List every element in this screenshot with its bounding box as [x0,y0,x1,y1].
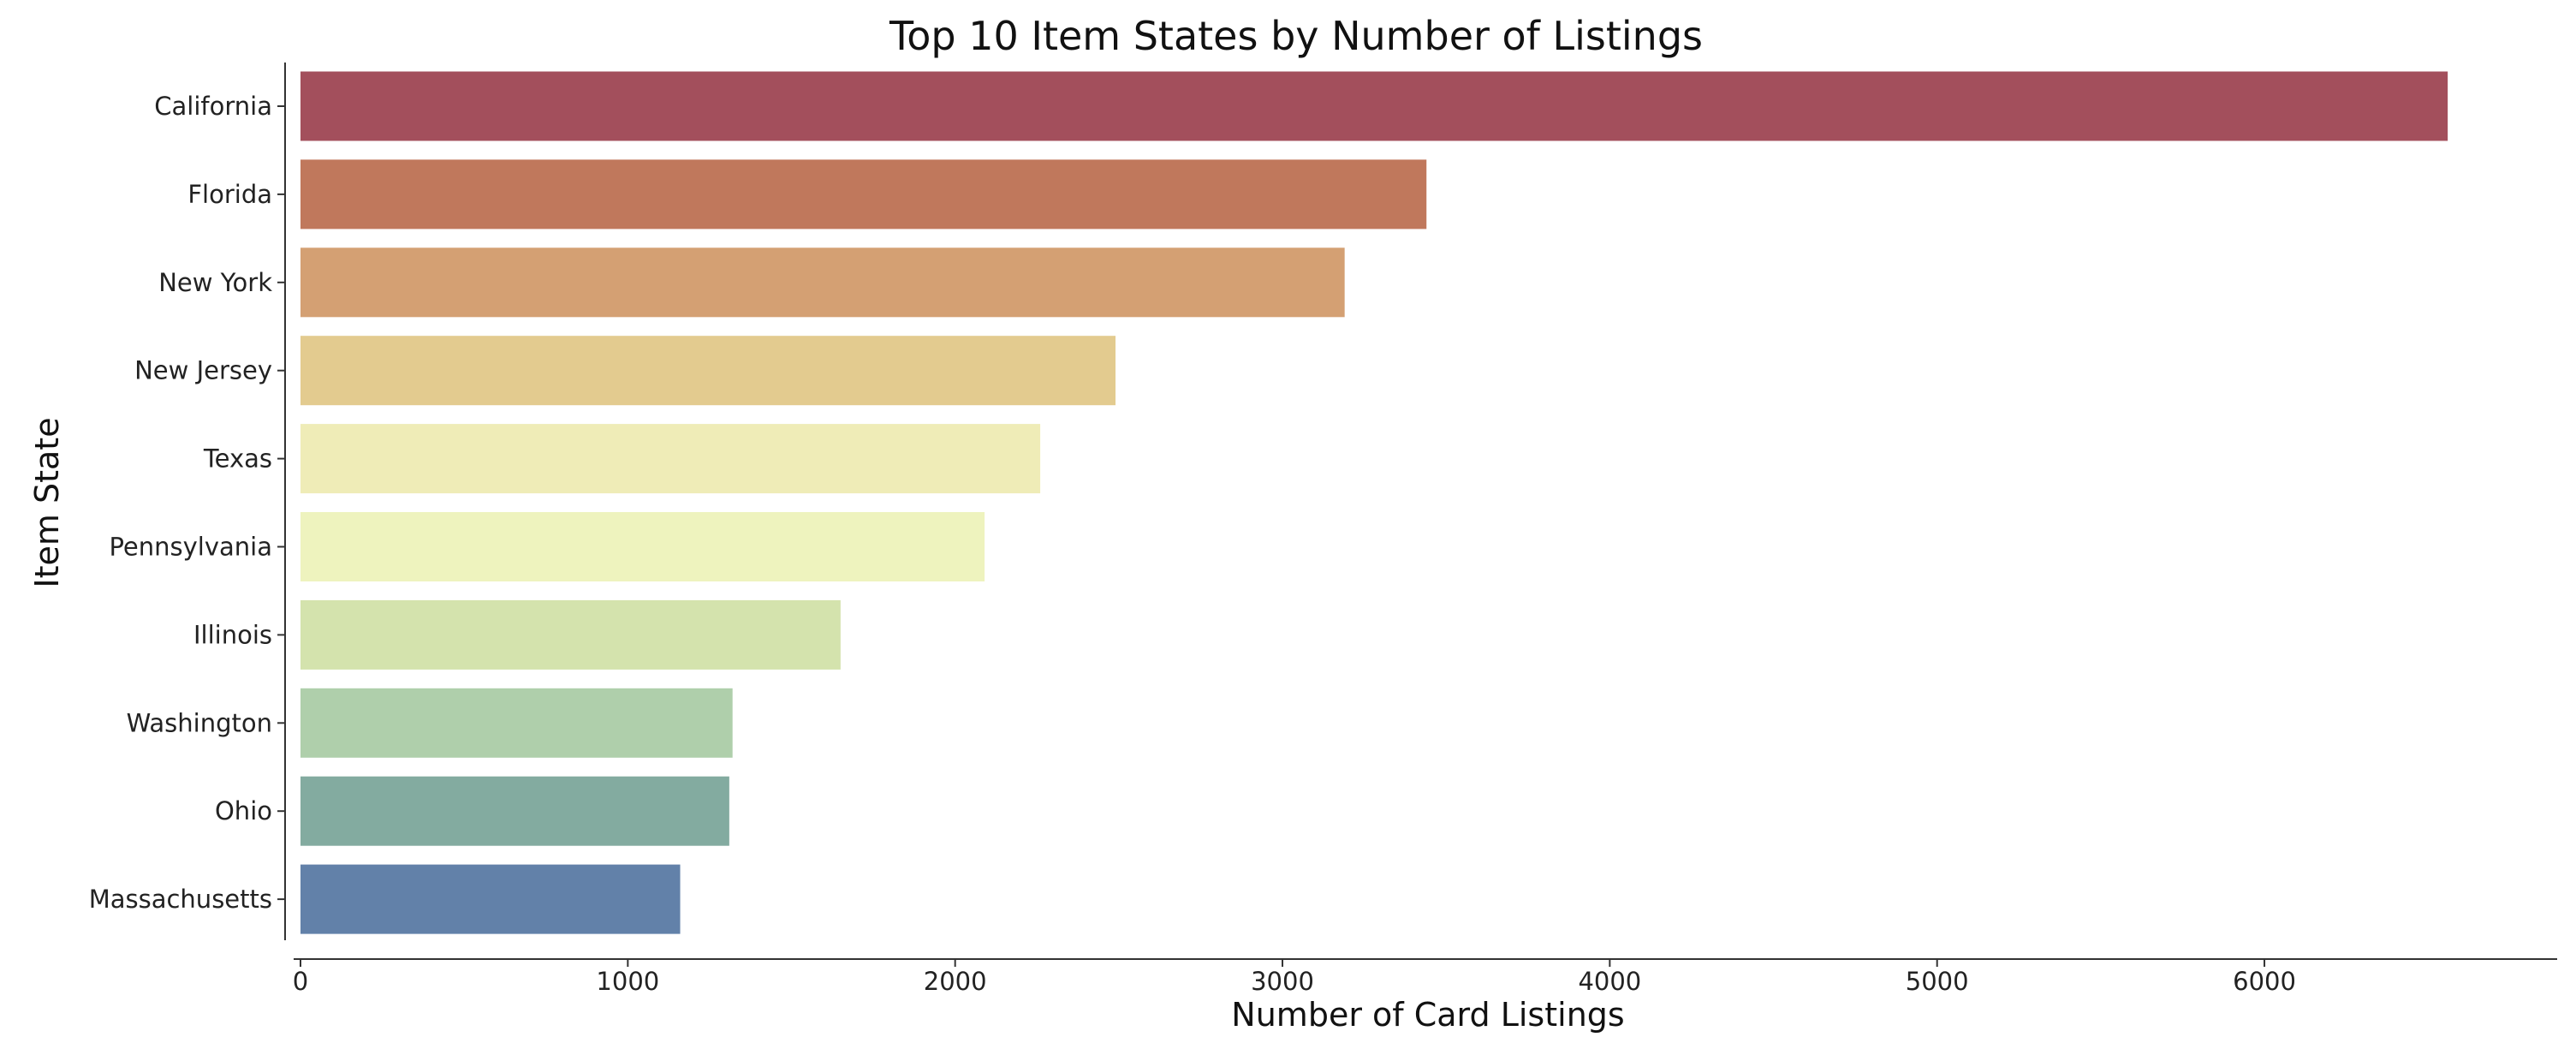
y-tick-label: Washington [127,708,272,737]
x-tick-label: 1000 [596,967,659,996]
bar-pennsylvania [300,512,985,581]
x-tick-label: 6000 [2233,967,2296,996]
x-axis-title: Number of Card Listings [1231,996,1624,1034]
y-tick-label: Massachusetts [89,885,272,914]
y-tick-label: California [154,92,272,121]
bar-texas [300,424,1041,494]
y-tick-label: Pennsylvania [109,533,272,562]
bar-new-york [300,247,1345,318]
bar-massachusetts [300,864,681,934]
x-axis-ticks: 0 1000 2000 3000 4000 5000 6000 [293,959,2296,996]
y-tick-label: Texas [203,444,272,474]
bar-california [300,71,2448,141]
bars-group [300,71,2448,934]
x-tick-label: 2000 [924,967,987,996]
bar-illinois [300,599,841,670]
x-tick-label: 0 [293,967,308,996]
y-axis-title: Item State [28,417,66,587]
x-tick-label: 5000 [1906,967,1969,996]
y-tick-label: New York [158,268,272,297]
bar-florida [300,159,1427,229]
chart-title: Top 10 Item States by Number of Listings [889,13,1703,59]
bar-new-jersey [300,336,1116,406]
bar-washington [300,688,733,758]
y-tick-label: Illinois [193,620,272,649]
x-tick-label: 3000 [1251,967,1314,996]
x-tick-label: 4000 [1578,967,1641,996]
y-tick-label: Ohio [215,796,272,825]
y-axis-ticks: California Florida New York New Jersey Texas… [89,92,285,914]
y-tick-label: New Jersey [134,356,272,385]
bar-ohio [300,776,729,846]
y-tick-label: Florida [187,180,272,209]
